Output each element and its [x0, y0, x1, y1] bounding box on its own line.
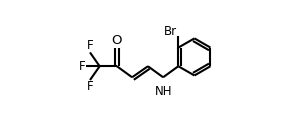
Text: O: O: [112, 34, 122, 47]
Text: F: F: [87, 39, 93, 52]
Text: Br: Br: [164, 25, 177, 38]
Text: F: F: [79, 60, 86, 73]
Text: F: F: [87, 80, 93, 93]
Text: NH: NH: [154, 85, 172, 98]
